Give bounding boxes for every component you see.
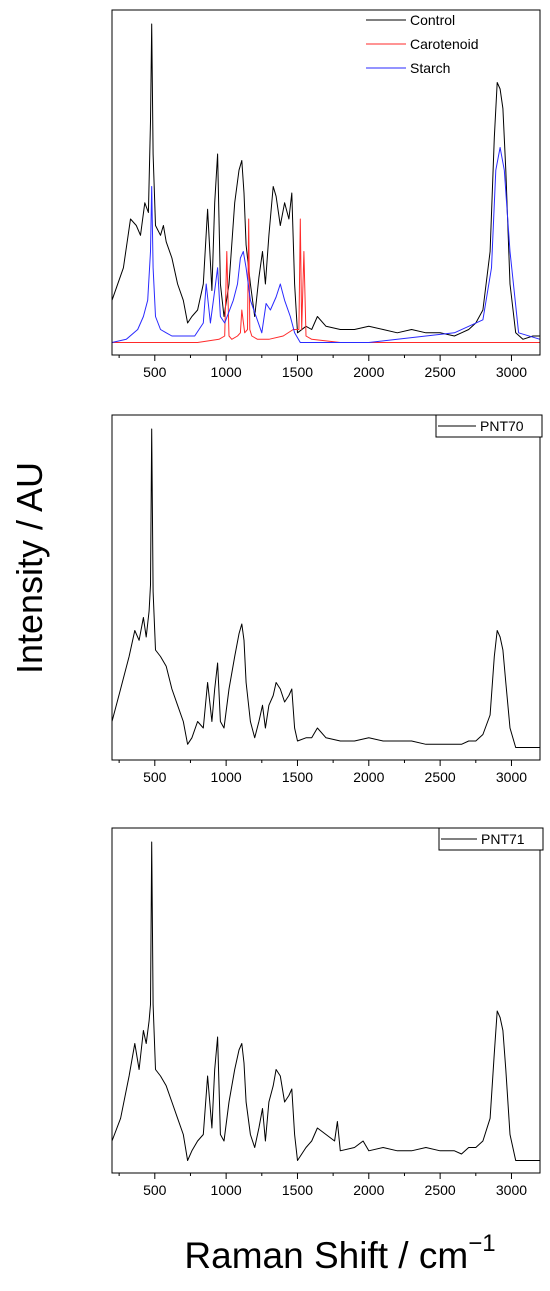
x-tick-label: 1500 [282, 364, 313, 380]
legend: Control Carotenoid Starch [366, 12, 479, 76]
panel-1: 500 1000 1500 2000 2500 3000 Control Carotenoid… [111, 9, 541, 380]
series-line-carotenoid [112, 218, 540, 343]
legend-label-carotenoid: Carotenoid [410, 36, 479, 52]
series-line-pnt70 [111, 428, 540, 748]
legend-label-control: Control [410, 12, 455, 28]
panel-3: 500 1000 1500 2000 2500 3000 PNT71 [111, 827, 544, 1198]
series-line-pnt71 [111, 841, 540, 1161]
legend-label-pnt70: PNT70 [480, 418, 524, 434]
series-line-starch [111, 147, 541, 343]
spectra-panels: 500 1000 1500 2000 2500 3000 Control Carotenoid… [111, 9, 544, 1198]
x-axis-title: Raman Shift / cm−1 [184, 1230, 495, 1276]
x-tick-label: 1000 [211, 364, 242, 380]
x-tick-label: 1000 [211, 769, 242, 785]
series-line-control [111, 23, 540, 340]
x-tick-label: 3000 [496, 1182, 527, 1198]
x-tick-label: 2000 [353, 364, 384, 380]
x-tick-label: 1500 [282, 769, 313, 785]
legend-box [435, 414, 543, 438]
x-tick-label: 500 [143, 1182, 167, 1198]
plot-frame [111, 414, 541, 761]
x-tick-label: 2000 [353, 1182, 384, 1198]
y-axis-title: Intensity / AU [9, 462, 50, 674]
x-axis-title-superscript: −1 [468, 1230, 495, 1257]
x-tick-label: 500 [143, 769, 167, 785]
x-tick-label: 1500 [282, 1182, 313, 1198]
x-tick-label: 1000 [211, 1182, 242, 1198]
x-tick-label: 3000 [496, 364, 527, 380]
x-tick-label: 2000 [353, 769, 384, 785]
x-axis-title-main: Raman Shift / cm [184, 1235, 468, 1276]
legend: PNT71 [438, 827, 544, 851]
legend-label-starch: Starch [410, 60, 450, 76]
x-tick-label: 2500 [425, 1182, 456, 1198]
x-tick-label: 2500 [425, 364, 456, 380]
legend: PNT70 [435, 414, 543, 438]
x-tick-label: 2500 [425, 769, 456, 785]
legend-box [438, 827, 544, 851]
plot-frame [111, 9, 541, 356]
x-tick-label: 500 [143, 364, 167, 380]
legend-label-pnt71: PNT71 [481, 831, 525, 847]
x-tick-label: 3000 [496, 769, 527, 785]
panel-2: 500 1000 1500 2000 2500 3000 PNT70 [111, 414, 543, 785]
plot-frame [111, 827, 541, 1174]
